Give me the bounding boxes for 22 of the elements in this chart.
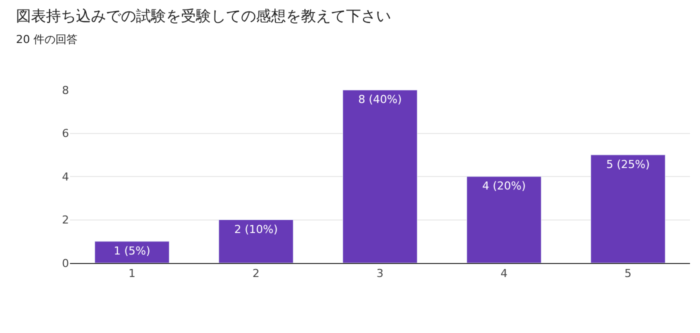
- bar: [94, 241, 170, 263]
- chart-subtitle: 20 件の回答: [16, 33, 78, 46]
- y-tick-label: 0: [62, 256, 69, 270]
- y-tick-label: 4: [62, 170, 69, 184]
- data-label: 1 (5%): [114, 244, 150, 258]
- bar: [218, 220, 294, 263]
- chart-title: 図表持ち込みでの試験を受験しての感想を教えて下さい: [16, 7, 391, 25]
- x-tick-label: 5: [624, 267, 632, 280]
- x-tick-label: 4: [500, 267, 508, 280]
- y-tick-label: 2: [62, 214, 69, 227]
- y-tick-label: 6: [62, 127, 69, 140]
- bar: [466, 176, 542, 263]
- bar: [590, 154, 666, 263]
- data-label: 8 (40%): [358, 93, 402, 106]
- data-label: 2 (10%): [234, 222, 278, 236]
- x-tick-label: 1: [128, 267, 136, 280]
- data-label: 5 (25%): [606, 158, 650, 171]
- y-tick-label: 8: [62, 84, 69, 97]
- bar: [342, 90, 418, 263]
- x-tick-label: 3: [376, 267, 384, 280]
- data-label: 4 (20%): [482, 180, 526, 192]
- x-tick-label: 2: [252, 267, 260, 280]
